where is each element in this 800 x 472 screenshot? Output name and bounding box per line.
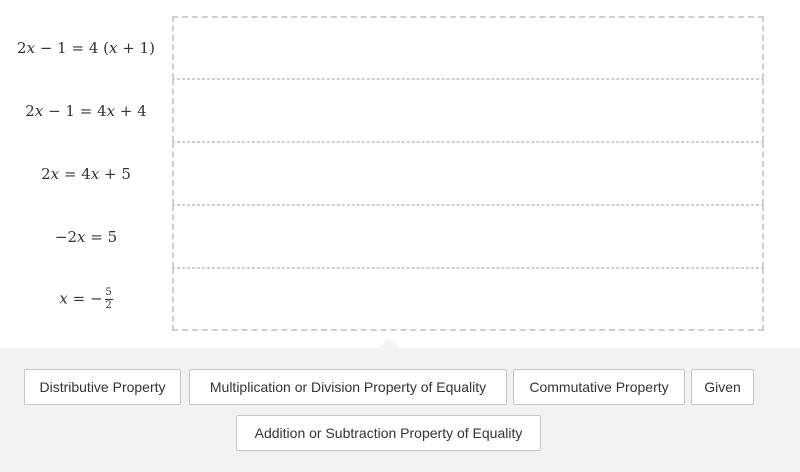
equation-label: 2x = 4x + 5 [41, 164, 131, 183]
proof-row: 2x − 1 = 4x + 4 [0, 79, 800, 142]
reason-dropzone[interactable] [172, 268, 764, 331]
equation-label: 2x − 1 = 4 (x + 1) [17, 38, 155, 57]
proof-rows: 2x − 1 = 4 (x + 1) 2x − 1 = 4x + 4 2x = … [0, 16, 800, 331]
tray-pointer [378, 338, 400, 349]
equation-label: x = −5 2 [59, 287, 113, 311]
proof-row: x = −5 2 [0, 268, 800, 331]
reason-tile-given[interactable]: Given [691, 369, 754, 405]
proof-row: 2x − 1 = 4 (x + 1) [0, 16, 800, 79]
reason-tile-distributive[interactable]: Distributive Property [24, 369, 181, 405]
reason-dropzone[interactable] [172, 142, 764, 205]
reason-tray: Distributive Property Multiplication or … [0, 348, 800, 472]
reason-dropzone[interactable] [172, 16, 764, 79]
reason-dropzone[interactable] [172, 79, 764, 142]
equation-label: −2x = 5 [54, 227, 118, 246]
reason-tile-multiplication-division[interactable]: Multiplication or Division Property of E… [189, 369, 507, 405]
reason-dropzone[interactable] [172, 205, 764, 268]
proof-row: −2x = 5 [0, 205, 800, 268]
reason-tile-commutative[interactable]: Commutative Property [513, 369, 685, 405]
equation-label: 2x − 1 = 4x + 4 [25, 101, 147, 120]
proof-row: 2x = 4x + 5 [0, 142, 800, 205]
reason-tile-addition-subtraction[interactable]: Addition or Subtraction Property of Equa… [236, 415, 541, 451]
